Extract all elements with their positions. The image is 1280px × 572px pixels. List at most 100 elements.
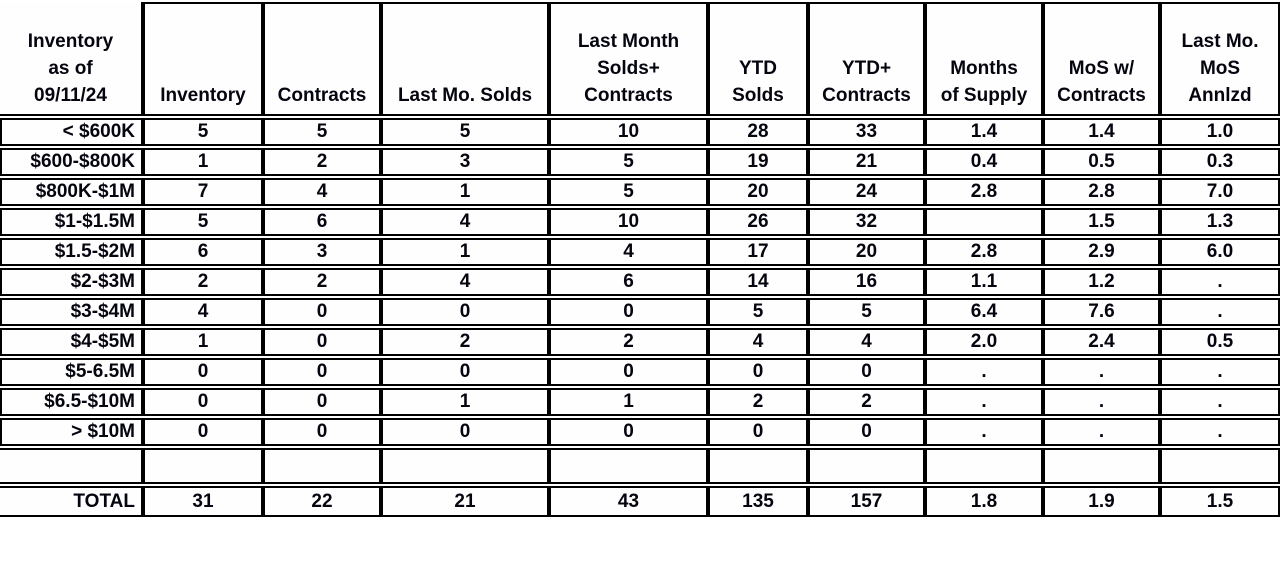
cell: 1: [381, 178, 549, 206]
table-row: $800K-$1M 7 4 1 5 20 24 2.8 2.8 7.0: [0, 178, 1280, 206]
cell: 4: [143, 298, 263, 326]
row-label: $3-$4M: [0, 298, 143, 326]
table-row: $2-$3M 2 2 4 6 14 16 1.1 1.2.: [0, 268, 1280, 296]
cell: 0: [263, 418, 381, 446]
cell: 0.5: [1043, 148, 1160, 176]
cell: 2: [263, 268, 381, 296]
column-header-last-month-solds-contracts: Last Month Solds+ Contracts: [549, 2, 708, 116]
cell: 2: [708, 388, 808, 416]
column-header-last-mo-solds: Last Mo. Solds: [381, 2, 549, 116]
cell: 6.0: [1160, 238, 1280, 266]
cell: 1.4: [1043, 118, 1160, 146]
inventory-table: Inventory as of 09/11/24 Inventory Contr…: [0, 2, 1280, 517]
cell: [808, 448, 925, 484]
cell: 6.4: [925, 298, 1043, 326]
cell: 2: [808, 388, 925, 416]
cell: 2: [549, 328, 708, 356]
cell: 0: [263, 358, 381, 386]
row-label: $1-$1.5M: [0, 208, 143, 236]
row-label: < $600K: [0, 118, 143, 146]
table-row: $1-$1.5M 5 6 4 10 26 32 1.5 1.3: [0, 208, 1280, 236]
table-row: $1.5-$2M 6 3 1 4 17 20 2.8 2.9 6.0: [0, 238, 1280, 266]
cell: 0: [143, 358, 263, 386]
cell: 0: [808, 358, 925, 386]
column-header-contracts: Contracts: [263, 2, 381, 116]
cell: 1.8: [925, 486, 1043, 517]
cell: 0: [549, 358, 708, 386]
cell: 17: [708, 238, 808, 266]
cell: 6: [549, 268, 708, 296]
cell: 22: [263, 486, 381, 517]
cell: 20: [708, 178, 808, 206]
row-label: $1.5-$2M: [0, 238, 143, 266]
cell: 4: [381, 208, 549, 236]
cell: 1.5: [1160, 486, 1280, 517]
cell: 0: [381, 358, 549, 386]
table-row: < $600K 5 5 5 10 28 33 1.4 1.4 1.0: [0, 118, 1280, 146]
table-row: $3-$4M 4 0 0 0 5 5 6.4 7.6.: [0, 298, 1280, 326]
cell: 0: [263, 298, 381, 326]
cell: .: [1160, 388, 1280, 416]
cell: 0: [549, 418, 708, 446]
cell: 7: [143, 178, 263, 206]
cell: [925, 208, 1043, 236]
total-row: TOTAL 31 22 21 43 135 157 1.8 1.9 1.5: [0, 486, 1280, 517]
cell: 2.8: [925, 178, 1043, 206]
cell: 31: [143, 486, 263, 517]
cell: 0: [708, 358, 808, 386]
cell: 1.9: [1043, 486, 1160, 517]
cell: 0.4: [925, 148, 1043, 176]
corner-header: Inventory as of 09/11/24: [0, 2, 143, 116]
cell: 2.8: [1043, 178, 1160, 206]
cell: 0: [143, 418, 263, 446]
cell: 0: [808, 418, 925, 446]
header-row: Inventory as of 09/11/24 Inventory Contr…: [0, 2, 1280, 116]
cell: 4: [381, 268, 549, 296]
cell: 1.5: [1043, 208, 1160, 236]
cell: 10: [549, 118, 708, 146]
cell: 16: [808, 268, 925, 296]
cell: 33: [808, 118, 925, 146]
cell: 5: [808, 298, 925, 326]
cell: 0: [381, 298, 549, 326]
cell: 5: [263, 118, 381, 146]
cell: 20: [808, 238, 925, 266]
cell: 5: [381, 118, 549, 146]
cell: 1.3: [1160, 208, 1280, 236]
cell: 2: [143, 268, 263, 296]
row-label: $4-$5M: [0, 328, 143, 356]
cell: 2.0: [925, 328, 1043, 356]
column-header-months-of-supply: Months of Supply: [925, 2, 1043, 116]
cell: .: [925, 358, 1043, 386]
cell: 0: [263, 388, 381, 416]
cell: .: [1043, 388, 1160, 416]
cell: 0: [263, 328, 381, 356]
column-header-last-mo-mos-annlzd: Last Mo. MoS Annlzd: [1160, 2, 1280, 116]
cell: 21: [808, 148, 925, 176]
cell: 1.0: [1160, 118, 1280, 146]
cell: 5: [549, 148, 708, 176]
cell: .: [925, 388, 1043, 416]
cell: 7.6: [1043, 298, 1160, 326]
cell: [143, 448, 263, 484]
cell: 3: [263, 238, 381, 266]
total-label: TOTAL: [0, 486, 143, 517]
cell: 4: [549, 238, 708, 266]
cell: 2: [381, 328, 549, 356]
cell: 6: [263, 208, 381, 236]
column-header-mos-w-contracts: MoS w/ Contracts: [1043, 2, 1160, 116]
cell: 24: [808, 178, 925, 206]
table-row: > $10M 0 0 0 0 0 0...: [0, 418, 1280, 446]
table-row: $5-6.5M 0 0 0 0 0 0...: [0, 358, 1280, 386]
cell: .: [1043, 358, 1160, 386]
cell: 0: [143, 388, 263, 416]
cell: 1: [143, 328, 263, 356]
cell: 2.4: [1043, 328, 1160, 356]
column-header-inventory: Inventory: [143, 2, 263, 116]
cell: 3: [381, 148, 549, 176]
cell: 6: [143, 238, 263, 266]
cell: 135: [708, 486, 808, 517]
cell: 1: [381, 238, 549, 266]
cell: 1.4: [925, 118, 1043, 146]
